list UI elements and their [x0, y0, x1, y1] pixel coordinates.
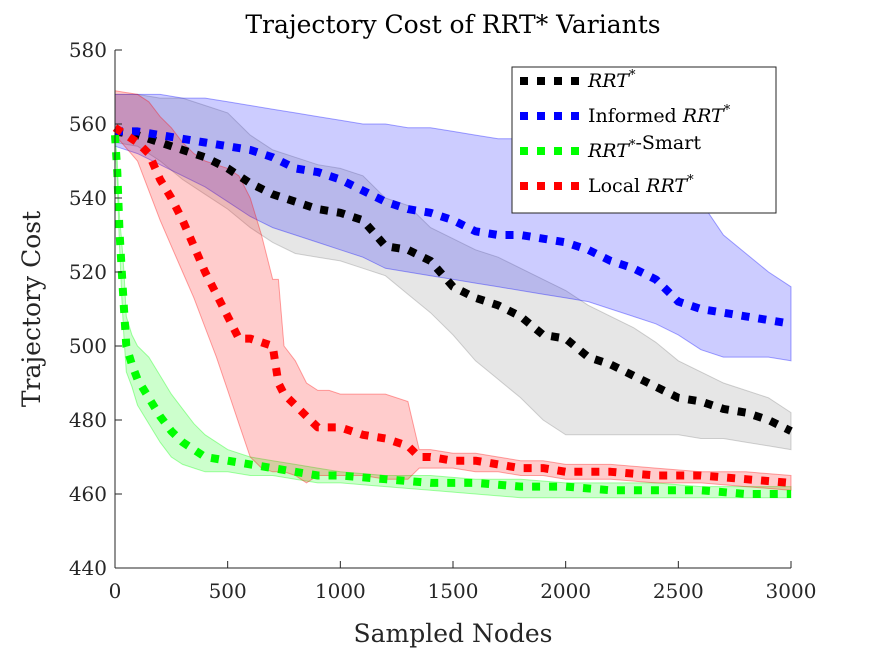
series-lines — [111, 124, 793, 498]
x-tick-label: 0 — [109, 579, 122, 603]
series-line-rrt-star-smart — [111, 134, 791, 498]
y-tick-label: 500 — [69, 334, 107, 358]
series-line-local-rrt-star — [112, 124, 792, 487]
y-tick-label: 440 — [69, 556, 107, 580]
legend-label-rrt-star-smart: RRT*-Smart — [587, 132, 701, 162]
y-axis-title: Trajectory Cost — [17, 211, 46, 407]
x-axis-title: Sampled Nodes — [353, 619, 552, 648]
band-rrt-star — [114, 93, 792, 451]
y-tick-label: 560 — [69, 112, 107, 136]
y-tick-label: 480 — [69, 408, 107, 432]
legend: RRT* Informed RRT* RRT*-Smart Local RRT* — [511, 66, 777, 214]
legend-label-informed-rrt-star: Informed RRT* — [588, 103, 731, 127]
x-tick-label: 3000 — [766, 579, 817, 603]
x-tick-label: 2000 — [540, 579, 591, 603]
x-tick-label: 2500 — [653, 579, 704, 603]
y-tick-label: 580 — [69, 38, 107, 62]
x-tick-label: 1500 — [428, 579, 479, 603]
series-line-rrt-star — [114, 127, 793, 435]
axes: 440 460 480 500 520 540 560 580 0 500 1000 1500 2000… — [69, 38, 817, 603]
chart-title: Trajectory Cost of RRT* Variants — [245, 10, 660, 39]
legend-label-rrt-star: RRT* — [587, 68, 636, 92]
x-tick-label: 1000 — [315, 579, 366, 603]
y-tick-label: 460 — [69, 482, 107, 506]
legend-label-local-rrt-star: Local RRT* — [588, 173, 694, 197]
y-tick-label: 540 — [69, 186, 107, 210]
y-tick-label: 520 — [69, 260, 107, 284]
x-tick-label: 500 — [209, 579, 247, 603]
series-line-informed-rrt-star — [115, 127, 792, 328]
